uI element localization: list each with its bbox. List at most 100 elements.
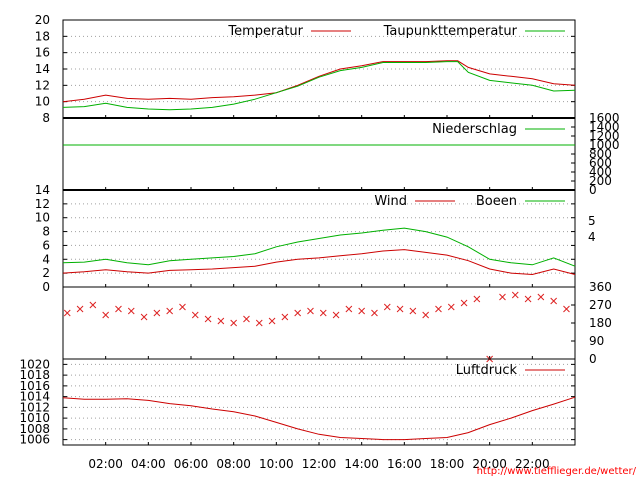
legend-label-luftdruck: Luftdruck — [456, 363, 518, 378]
temperature-ytick-label: 16 — [35, 46, 50, 60]
pressure-series-luftdruck — [62, 396, 576, 441]
wind-direction-point — [499, 293, 506, 301]
x-axis: 02:00 04:00 06:00 08:00 10:00 12:00 14:00 16:00… — [63, 117, 575, 471]
precipitation-ytick-label: 200 — [589, 174, 612, 188]
wind-direction-point — [371, 309, 378, 317]
temperature-ytick-label: 8 — [42, 111, 50, 125]
temperature-ytick-label: 18 — [35, 29, 50, 43]
wind-direction-point — [537, 293, 545, 301]
pressure-ytick-label: 1006 — [19, 433, 50, 447]
wind-direction-point — [563, 305, 570, 313]
wind-right-tick-label: 4 — [588, 230, 596, 244]
temperature-series-temperatur — [62, 60, 576, 103]
pressure-ytick-label: 1018 — [19, 368, 50, 382]
wind-direction-point — [307, 307, 314, 315]
x-tick-label: 02:00 — [88, 457, 123, 471]
wind-direction-point — [217, 317, 225, 325]
wind-series-wind — [62, 249, 576, 276]
legend-label-boeen: Boeen — [476, 194, 517, 209]
wind-direction-point — [345, 305, 353, 313]
precipitation-ytick-label: 1400 — [589, 120, 620, 134]
wind-ytick-label: 2 — [42, 266, 50, 280]
wind-direction-point — [243, 315, 250, 323]
x-tick-label: 14:00 — [344, 457, 379, 471]
temperature-panel: 8 10 12 14 16 18 20 Taupunkttemperatur Temperatu… — [35, 13, 576, 125]
wind-direction-point — [332, 311, 340, 319]
wind-direction-point — [230, 319, 238, 327]
wind-right-tick-label: 5 — [588, 214, 596, 228]
wind-direction-point — [383, 303, 391, 311]
temperature-ytick-label: 12 — [35, 78, 50, 92]
x-tick-label: 06:00 — [174, 457, 209, 471]
wind_direction-frame — [62, 286, 576, 360]
wind-direction-point — [63, 309, 71, 317]
wind-direction-point — [358, 307, 366, 315]
x-tick-label: 20:00 — [472, 457, 507, 471]
wind-direction-point — [524, 295, 532, 303]
wind-direction-point — [396, 305, 404, 313]
wind-direction-point — [179, 303, 186, 311]
wind-direction-point — [268, 317, 276, 325]
wind-direction-point — [294, 309, 302, 317]
temperature-ytick-label: 20 — [35, 13, 50, 27]
pressure-ytick-label: 1016 — [19, 379, 50, 393]
wind-direction-point — [204, 315, 212, 323]
precipitation-ytick-label: 1200 — [589, 129, 620, 143]
precipitation-ytick-label: 800 — [589, 147, 612, 161]
wind_direction-ytick-label: 360 — [589, 280, 612, 294]
wind_direction-ytick-label: 90 — [589, 334, 604, 348]
wind_direction-ytick-label: 180 — [589, 316, 612, 330]
precipitation-ytick-label: 600 — [589, 156, 612, 170]
legend-label-wind: Wind — [374, 194, 407, 209]
wind-ytick-label: 8 — [42, 225, 50, 239]
x-tick-label: 04:00 — [131, 457, 166, 471]
wind-direction-point — [460, 299, 468, 307]
wind-direction-point — [409, 307, 417, 315]
x-tick-label: 08:00 — [216, 457, 251, 471]
pressure-ytick-label: 1014 — [19, 390, 50, 404]
x-tick-label: 12:00 — [302, 457, 337, 471]
precipitation-ytick-label: 0 — [589, 183, 597, 197]
pressure-ytick-label: 1012 — [19, 400, 50, 414]
temperature-ytick-label: 10 — [35, 95, 50, 109]
wind_direction-ytick-label: 270 — [589, 298, 612, 312]
pressure-ytick-label: 1008 — [19, 422, 50, 436]
wind_direction-ytick-label: 0 — [589, 352, 597, 366]
wind-ytick-label: 14 — [35, 183, 50, 197]
pressure-ytick-label: 1010 — [19, 411, 50, 425]
wind-direction-point — [473, 295, 481, 303]
wind-direction-point — [422, 311, 430, 319]
wind-direction-point — [140, 313, 148, 321]
x-tick-label: 18:00 — [430, 457, 465, 471]
x-tick-label: 16:00 — [387, 457, 422, 471]
pressure-ytick-label: 1020 — [19, 357, 50, 371]
wind-direction-point — [511, 291, 519, 299]
x-tick-label: 22:00 — [515, 457, 550, 471]
wind-direction-point — [153, 309, 161, 317]
wind-ytick-label: 6 — [42, 238, 50, 252]
legend-label-temperatur: Temperatur — [227, 24, 303, 39]
wind-ytick-label: 0 — [42, 280, 50, 294]
wind-direction-point — [435, 305, 442, 313]
wind-direction-point — [76, 305, 84, 313]
wind-direction-point — [550, 297, 558, 305]
precipitation-ytick-label: 400 — [589, 165, 612, 179]
wind-direction-point — [255, 319, 263, 327]
legend-label-niederschlag: Niederschlag — [432, 122, 517, 137]
wind-direction-point — [319, 309, 327, 317]
legend-label-taupunkttemperatur: Taupunkttemperatur — [383, 24, 518, 39]
wind-direction-point — [115, 305, 122, 313]
precipitation-ytick-label: 1600 — [589, 111, 620, 125]
wind-direction-point — [447, 303, 455, 311]
source-url: http://www.tiefflieger.de/wetter/ — [477, 466, 637, 477]
temperature-series-taupunkttemperatur — [62, 61, 576, 111]
wind-direction-point — [166, 307, 174, 315]
wind-ytick-label: 12 — [35, 197, 50, 211]
wind-series-boeen — [62, 227, 576, 267]
x-tick-label: 10:00 — [259, 457, 294, 471]
precipitation-ytick-label: 1000 — [589, 138, 620, 152]
